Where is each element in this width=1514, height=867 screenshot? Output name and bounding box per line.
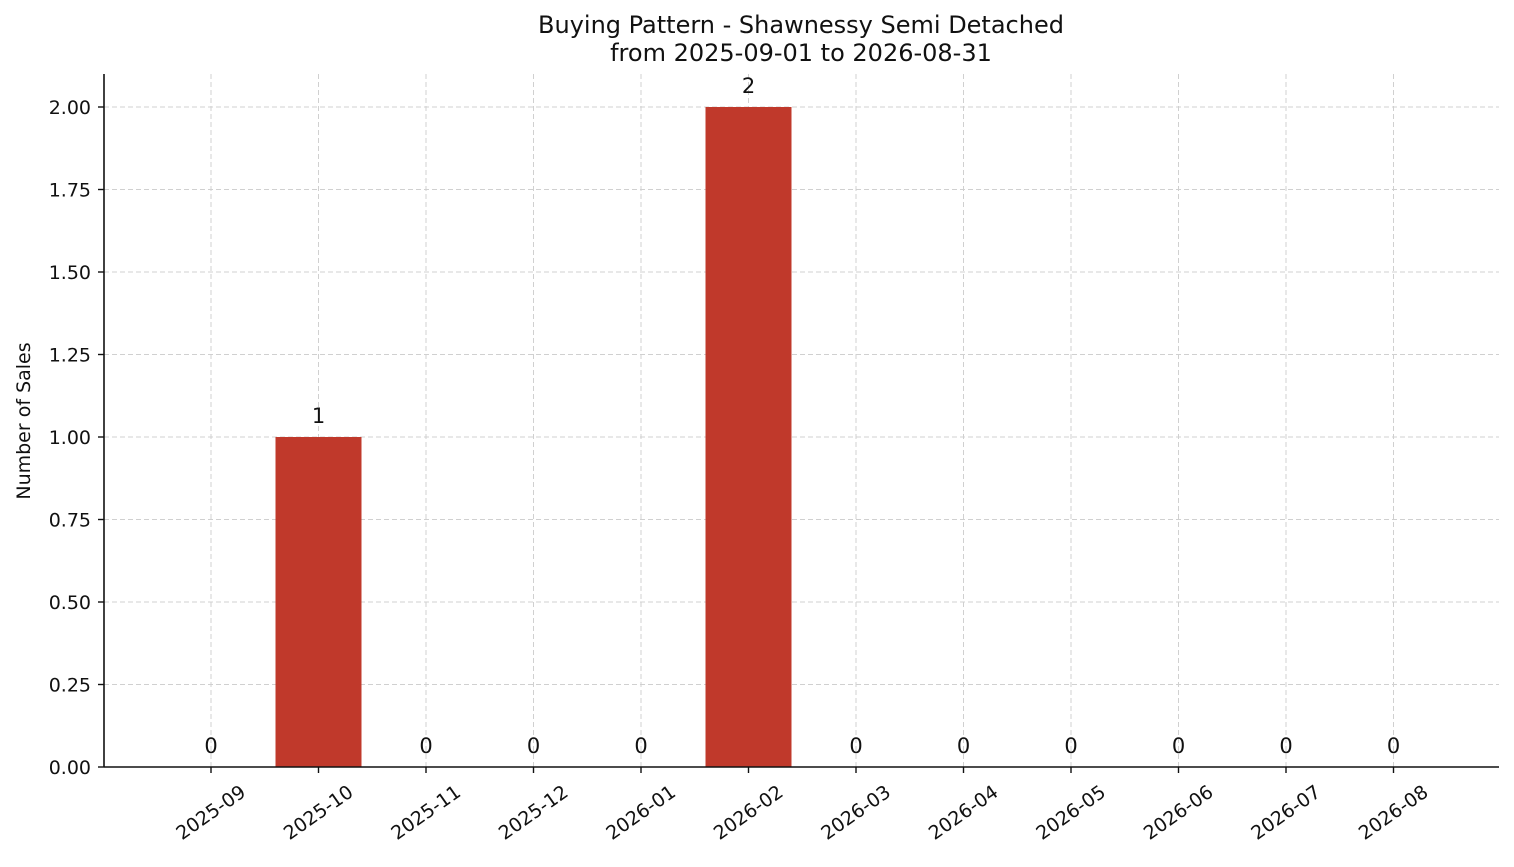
bar bbox=[276, 437, 362, 767]
data-labels: 0 1 0 0 0 2 0 0 0 0 0 0 bbox=[204, 74, 1400, 758]
x-tick-label: 2026-07 bbox=[1247, 781, 1325, 845]
data-label: 0 bbox=[1064, 734, 1077, 758]
bar bbox=[706, 107, 792, 767]
x-tick-label: 2026-02 bbox=[710, 781, 788, 845]
data-label: 2 bbox=[742, 74, 755, 98]
data-label: 0 bbox=[1387, 734, 1400, 758]
x-tick-label: 2026-01 bbox=[602, 781, 680, 845]
x-tick-label: 2025-12 bbox=[495, 781, 573, 845]
data-label: 0 bbox=[1172, 734, 1185, 758]
y-tick-label: 0.25 bbox=[49, 675, 91, 697]
y-tick-label: 2.00 bbox=[49, 97, 91, 119]
data-label: 0 bbox=[204, 734, 217, 758]
chart-title: Buying Pattern - Shawnessy Semi Detached bbox=[538, 11, 1064, 39]
y-tick-label: 0.75 bbox=[49, 510, 91, 532]
y-axis-label: Number of Sales bbox=[13, 342, 35, 499]
data-label: 0 bbox=[634, 734, 647, 758]
data-label: 0 bbox=[849, 734, 862, 758]
x-tick-label: 2025-11 bbox=[387, 781, 465, 845]
x-tick-label: 2026-03 bbox=[817, 781, 895, 845]
x-tick-label: 2025-09 bbox=[172, 781, 250, 845]
y-tick-label: 1.75 bbox=[49, 180, 91, 202]
x-tick-label: 2026-06 bbox=[1140, 781, 1218, 845]
x-tick-label: 2026-04 bbox=[925, 781, 1003, 845]
y-tick-label: 1.00 bbox=[49, 427, 91, 449]
y-tick-label: 0.50 bbox=[49, 592, 91, 614]
data-label: 0 bbox=[1279, 734, 1292, 758]
data-label: 0 bbox=[527, 734, 540, 758]
x-tick-label: 2025-10 bbox=[280, 781, 358, 845]
y-tick-label: 1.25 bbox=[49, 345, 91, 367]
y-tick-label: 0.00 bbox=[49, 757, 91, 779]
y-tick-label: 1.50 bbox=[49, 262, 91, 284]
x-tick-label: 2026-08 bbox=[1355, 781, 1433, 845]
data-label: 0 bbox=[957, 734, 970, 758]
data-label: 0 bbox=[419, 734, 432, 758]
data-label: 1 bbox=[312, 404, 325, 428]
chart-subtitle: from 2025-09-01 to 2026-08-31 bbox=[610, 39, 992, 67]
x-tick-label: 2026-05 bbox=[1032, 781, 1110, 845]
